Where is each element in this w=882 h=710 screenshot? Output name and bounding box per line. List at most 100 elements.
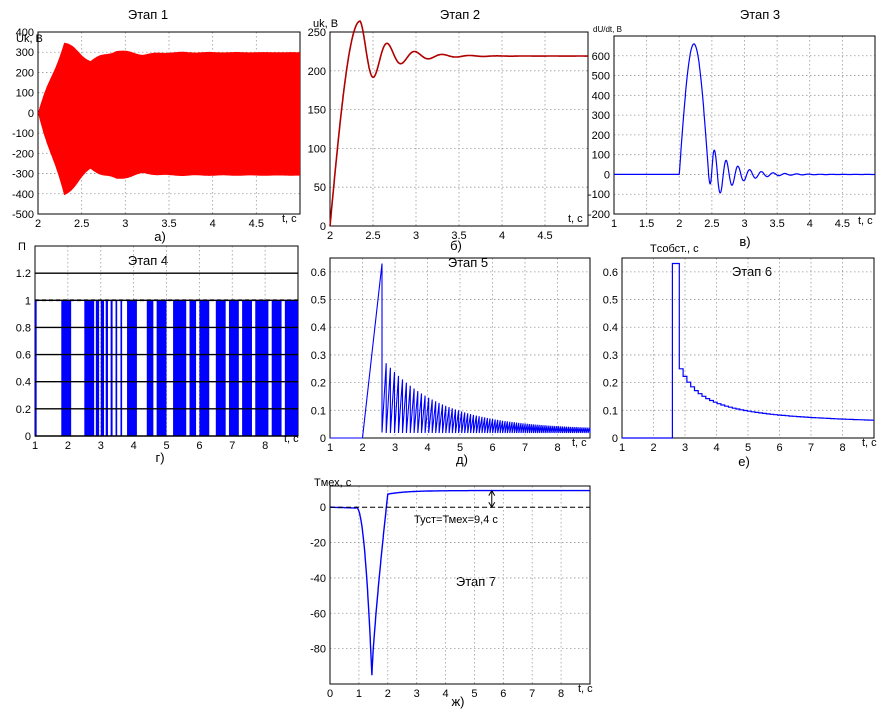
etap-7-xtick-label: 4 <box>442 688 448 700</box>
etap-6-xtick-label: 5 <box>745 442 751 454</box>
etap-4-pulse-bar <box>95 300 100 436</box>
title-etap-2: Этап 2 <box>440 7 480 22</box>
subplot-etap-7: Этап 7 Tмех, с t, c Туст=Тмех=9,4 с ж) <box>314 477 593 709</box>
annotation-etap-7: Туст=Тмех=9,4 с <box>414 514 498 526</box>
etap-5-xtick-label: 2 <box>359 442 365 454</box>
etap-6-xtick-label: 3 <box>682 442 688 454</box>
etap-2-xtick-label: 3.5 <box>451 230 466 242</box>
etap-7-xtick-label: 5 <box>471 688 477 700</box>
etap-7-ytick-label: -80 <box>310 644 326 656</box>
xlabel-etap-3: t, c <box>858 215 873 227</box>
etap-4-pulse-bar <box>120 300 123 436</box>
etap-4-ytick-label: 0.2 <box>16 404 31 416</box>
xlabel-etap-6: t, c <box>862 437 877 449</box>
etap-7-series-line <box>330 489 590 676</box>
etap-6-ytick-label: 0.6 <box>603 267 618 279</box>
etap-5-ytick-label: 0.6 <box>311 267 326 279</box>
caption-etap-7: ж) <box>451 694 464 709</box>
etap-4-pulse-bar <box>110 300 113 436</box>
ylabel-etap-7: Tмех, с <box>314 477 352 489</box>
etap-6-ytick-label: 0.2 <box>603 378 618 390</box>
etap-4-pulse-bar <box>61 300 72 436</box>
etap-7-xtick-label: 8 <box>558 688 564 700</box>
etap-5-xtick-label: 4 <box>424 442 430 454</box>
etap-3-xtick-label: 3 <box>741 218 747 230</box>
etap-7-xtick-label: 1 <box>356 688 362 700</box>
etap-7-ytick-label: 0 <box>320 502 326 514</box>
etap-6-xtick-label: 4 <box>713 442 719 454</box>
etap-2-ytick-label: 50 <box>314 182 326 194</box>
etap-7-xtick-label: 0 <box>327 688 333 700</box>
etap-4-pulse-bar <box>115 300 118 436</box>
xlabel-etap-5: t, c <box>572 437 587 449</box>
subplot-etap-3: Этап 3 dU/dt, В t, c в) <box>593 7 873 249</box>
etap-7-xtick-label: 3 <box>414 688 420 700</box>
ylabel-etap-3: dU/dt, В <box>593 25 622 34</box>
etap-5-ytick-label: 0.2 <box>311 378 326 390</box>
etap-6-ytick-label: 0 <box>612 433 618 445</box>
etap-4-ytick-label: 1.2 <box>16 268 31 280</box>
etap-4-pulse-bar <box>271 300 282 436</box>
etap-5-ytick-label: 0.3 <box>311 350 326 362</box>
etap-2-ytick-label: 0 <box>320 221 326 233</box>
etap-3-ytick-label: 500 <box>592 71 610 83</box>
etap-4-ytick-label: 0.6 <box>16 350 31 362</box>
etap-3-xtick-label: 1.5 <box>639 218 654 230</box>
etap-1-axes: 2 2.5 3 3.5 4 4.5 -500 -400 -300 -200 -100 0 100 200 3… <box>12 27 301 230</box>
subplot-etap-2: Этап 2 uk, В t, c б) <box>313 7 583 253</box>
etap-6-ytick-label: 0.5 <box>603 295 618 307</box>
etap-3-ytick-label: 0 <box>604 169 610 181</box>
etap-5-ytick-label: 0.5 <box>311 295 326 307</box>
subplot-etap-1: Этап 1 Uk, В t, c а) <box>16 7 297 244</box>
etap-1-ytick-label: -500 <box>12 209 34 221</box>
etap-4-pulse-bar <box>100 300 105 436</box>
etap-1-xtick-label: 4 <box>210 218 216 230</box>
etap-6-xtick-label: 6 <box>776 442 782 454</box>
etap-4-pulse-bar <box>242 300 252 436</box>
etap-4-pulse-bar <box>199 300 210 436</box>
etap-3-xtick-label: 4 <box>807 218 813 230</box>
etap-1-xtick-label: 3 <box>122 218 128 230</box>
etap-3-xtick-label: 1 <box>611 218 617 230</box>
etap-7-ytick-label: -40 <box>310 573 326 585</box>
etap-1-xtick-label: 3.5 <box>161 218 176 230</box>
etap-4-ytick-label: 1 <box>25 295 31 307</box>
etap-1-ytick-label: 0 <box>28 108 34 120</box>
etap-3-xtick-label: 2.5 <box>704 218 719 230</box>
etap-5-axes: 1 2 3 4 5 6 7 8 0 0.1 0.2 0.3 0.4 0.5 0.6 <box>311 257 591 454</box>
etap-6-ytick-label: 0.1 <box>603 405 618 417</box>
xlabel-etap-1: t, c <box>282 213 297 225</box>
title-etap-4: Этап 4 <box>128 253 168 268</box>
etap-6-ytick-label: 0.4 <box>603 322 618 334</box>
etap-4-ytick-label: 0.4 <box>16 377 31 389</box>
etap-4-pulse-bar <box>255 300 269 436</box>
etap-1-signal-band <box>38 42 300 196</box>
etap-5-xtick-label: 8 <box>554 442 560 454</box>
etap-6-frame <box>621 257 875 439</box>
etap-3-xtick-label: 4.5 <box>835 218 850 230</box>
caption-etap-1: а) <box>154 229 166 244</box>
etap-2-axes: 2 2.5 3 3.5 4 4.5 0 50 100 150 200 250 <box>308 27 589 242</box>
caption-etap-2: б) <box>450 238 462 253</box>
etap-5-ytick-label: 0 <box>320 433 326 445</box>
etap-1-ytick-label: 100 <box>16 88 34 100</box>
etap-2-xtick-label: 2 <box>327 230 333 242</box>
subplot-etap-5: Этап 5 t, c д) <box>448 255 587 467</box>
etap-2-xtick-label: 4 <box>499 230 505 242</box>
etap-4-xtick-label: 2 <box>65 440 71 452</box>
etap-5-xtick-label: 1 <box>327 442 333 454</box>
etap-1-ytick-label: -400 <box>12 189 34 201</box>
etap-4-xtick-label: 6 <box>196 440 202 452</box>
etap-5-ytick-label: 0.4 <box>311 322 326 334</box>
etap-7-xtick-label: 6 <box>500 688 506 700</box>
etap-4-pulse-bar <box>189 300 197 436</box>
etap-1-ytick-label: -300 <box>12 169 34 181</box>
etap-3-ytick-label: 100 <box>592 150 610 162</box>
etap-1-xtick-label: 2.5 <box>74 218 89 230</box>
etap-4-pulse-bar <box>105 300 108 436</box>
etap-4-pulse-bar <box>156 300 167 436</box>
etap-2-series-line <box>329 20 588 227</box>
etap-5-xtick-label: 3 <box>392 442 398 454</box>
etap-4-pulse-bar <box>127 300 137 436</box>
etap-1-ytick-label: -100 <box>12 128 34 140</box>
